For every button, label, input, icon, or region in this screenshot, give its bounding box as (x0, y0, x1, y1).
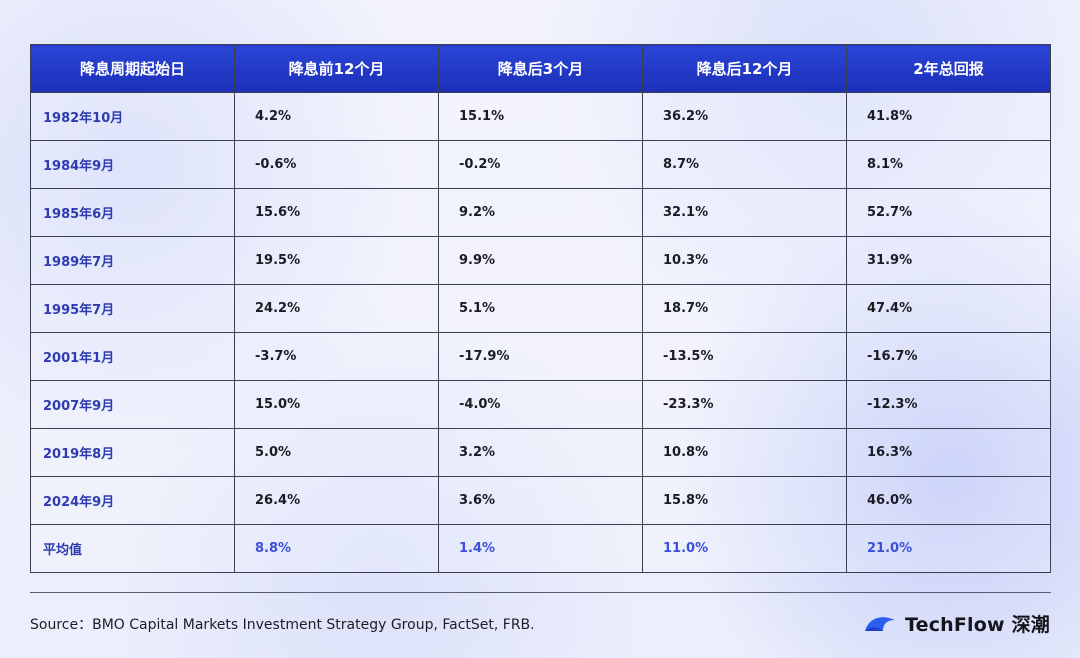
value-cell: 11.0% (642, 524, 847, 573)
value-cell: 21.0% (846, 524, 1051, 573)
value-cell: 5.1% (438, 284, 643, 333)
returns-table-container: 降息周期起始日 降息前12个月 降息后3个月 降息后12个月 2年总回报 198… (30, 44, 1051, 573)
value-cell: 16.3% (846, 428, 1051, 477)
table-row: 1984年9月 -0.6% -0.2% 8.7% 8.1% (30, 140, 1051, 189)
value-cell: 52.7% (846, 188, 1051, 237)
row-label-cell: 平均值 (30, 524, 235, 573)
value-cell: 10.8% (642, 428, 847, 477)
value-cell: 4.2% (234, 92, 439, 141)
value-cell: -23.3% (642, 380, 847, 429)
column-header: 降息前12个月 (234, 44, 439, 93)
value-cell: -4.0% (438, 380, 643, 429)
table-row: 1985年6月 15.6% 9.2% 32.1% 52.7% (30, 188, 1051, 237)
source-note: Source：BMO Capital Markets Investment St… (30, 617, 535, 633)
value-cell: -16.7% (846, 332, 1051, 381)
table-row: 1995年7月 24.2% 5.1% 18.7% 47.4% (30, 284, 1051, 333)
footer-divider (30, 592, 1051, 593)
column-header: 降息周期起始日 (30, 44, 235, 93)
table-row: 2019年8月 5.0% 3.2% 10.8% 16.3% (30, 428, 1051, 477)
value-cell: 18.7% (642, 284, 847, 333)
table-row: 2024年9月 26.4% 3.6% 15.8% 46.0% (30, 476, 1051, 525)
value-cell: 15.1% (438, 92, 643, 141)
row-label-cell: 2024年9月 (30, 476, 235, 525)
value-cell: 36.2% (642, 92, 847, 141)
column-header: 2年总回报 (846, 44, 1051, 93)
value-cell: 26.4% (234, 476, 439, 525)
value-cell: 15.6% (234, 188, 439, 237)
value-cell: 19.5% (234, 236, 439, 285)
value-cell: 8.1% (846, 140, 1051, 189)
value-cell: 10.3% (642, 236, 847, 285)
row-label-cell: 1982年10月 (30, 92, 235, 141)
row-label-cell: 1989年7月 (30, 236, 235, 285)
value-cell: 1.4% (438, 524, 643, 573)
value-cell: -13.5% (642, 332, 847, 381)
returns-table: 降息周期起始日 降息前12个月 降息后3个月 降息后12个月 2年总回报 198… (30, 44, 1051, 573)
column-header: 降息后3个月 (438, 44, 643, 93)
value-cell: 5.0% (234, 428, 439, 477)
value-cell: 47.4% (846, 284, 1051, 333)
value-cell: -17.9% (438, 332, 643, 381)
value-cell: 31.9% (846, 236, 1051, 285)
value-cell: 24.2% (234, 284, 439, 333)
value-cell: -3.7% (234, 332, 439, 381)
value-cell: 8.8% (234, 524, 439, 573)
row-label-cell: 2007年9月 (30, 380, 235, 429)
value-cell: -0.2% (438, 140, 643, 189)
value-cell: 3.6% (438, 476, 643, 525)
value-cell: 8.7% (642, 140, 847, 189)
wave-logo-icon (864, 616, 895, 631)
value-cell: 9.9% (438, 236, 643, 285)
brand-logo: TechFlow 深潮 (863, 610, 1050, 637)
table-row: 2001年1月 -3.7% -17.9% -13.5% -16.7% (30, 332, 1051, 381)
value-cell: 32.1% (642, 188, 847, 237)
row-label-cell: 2001年1月 (30, 332, 235, 381)
value-cell: -0.6% (234, 140, 439, 189)
average-row: 平均值 8.8% 1.4% 11.0% 21.0% (30, 524, 1051, 573)
column-header: 降息后12个月 (642, 44, 847, 93)
table-row: 1989年7月 19.5% 9.9% 10.3% 31.9% (30, 236, 1051, 285)
value-cell: 9.2% (438, 188, 643, 237)
table-row: 1982年10月 4.2% 15.1% 36.2% 41.8% (30, 92, 1051, 141)
row-label-cell: 1984年9月 (30, 140, 235, 189)
row-label-cell: 1995年7月 (30, 284, 235, 333)
value-cell: 41.8% (846, 92, 1051, 141)
table-row: 2007年9月 15.0% -4.0% -23.3% -12.3% (30, 380, 1051, 429)
value-cell: 15.8% (642, 476, 847, 525)
brand-name: TechFlow 深潮 (904, 614, 1050, 636)
header-row: 降息周期起始日 降息前12个月 降息后3个月 降息后12个月 2年总回报 (30, 44, 1051, 93)
value-cell: -12.3% (846, 380, 1051, 429)
row-label-cell: 2019年8月 (30, 428, 235, 477)
value-cell: 15.0% (234, 380, 439, 429)
row-label-cell: 1985年6月 (30, 188, 235, 237)
value-cell: 46.0% (846, 476, 1051, 525)
value-cell: 3.2% (438, 428, 643, 477)
